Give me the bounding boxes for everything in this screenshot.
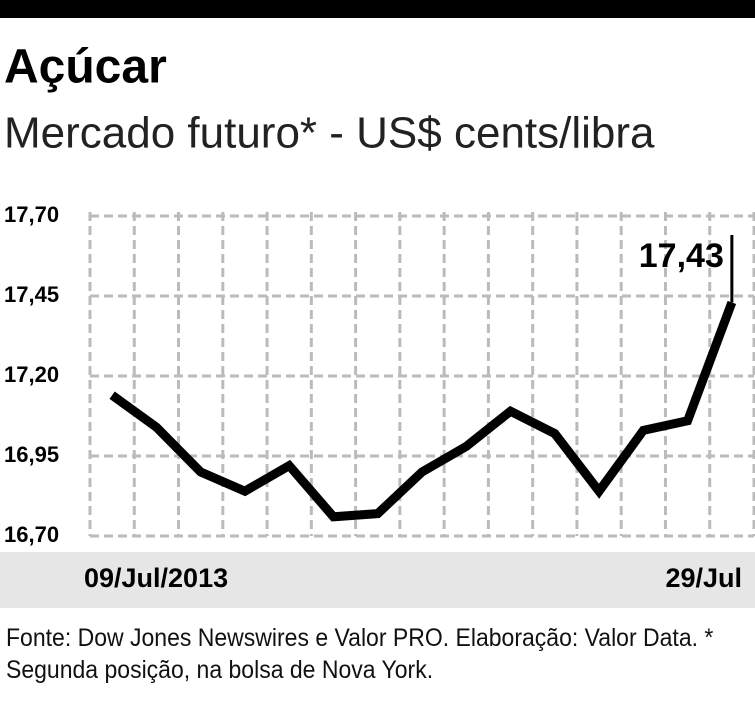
- value-label: 17,43: [639, 237, 724, 275]
- date-band: [0, 552, 755, 608]
- source-note: Fonte: Dow Jones Newswires e Valor PRO. …: [6, 624, 714, 684]
- y-tick-label: 17,45: [4, 282, 59, 307]
- chart-subtitle: Mercado futuro* - US$ cents/libra: [4, 109, 655, 158]
- top-bar: [0, 0, 755, 18]
- y-tick-label: 16,70: [4, 522, 59, 547]
- x-tick-label: 09/Jul/2013: [84, 563, 228, 593]
- y-tick-label: 17,20: [4, 362, 59, 387]
- chart-title: Açúcar: [4, 41, 167, 94]
- y-tick-label: 17,70: [4, 202, 59, 227]
- y-tick-label: 16,95: [4, 442, 59, 467]
- x-tick-label: 29/Jul: [665, 563, 742, 593]
- line: [109, 300, 737, 522]
